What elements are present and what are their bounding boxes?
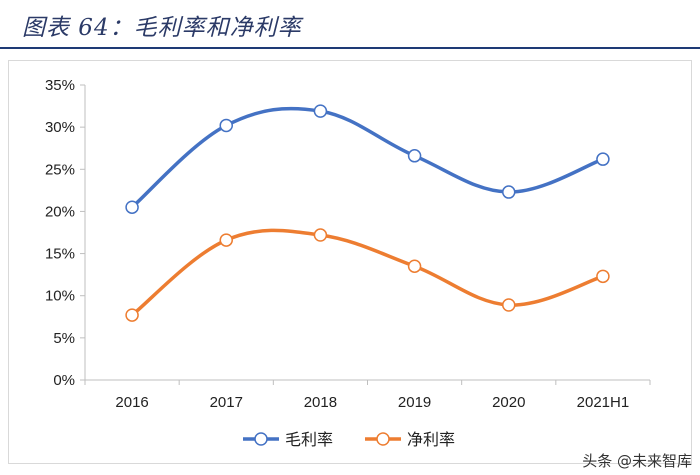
x-tick-label: 2018	[304, 394, 337, 411]
data-point-net-margin	[407, 259, 422, 273]
chart-title: 图表 64：毛利率和净利率	[22, 15, 302, 41]
data-point-net-margin	[596, 269, 610, 284]
x-tick-label: 2020	[492, 394, 525, 411]
data-point-gross-margin	[219, 118, 233, 133]
data-point-gross-margin	[596, 152, 610, 166]
y-tick-label: 10%	[45, 288, 75, 305]
watermark: 头条 @未来智库	[582, 452, 692, 470]
data-point-net-margin	[219, 233, 233, 247]
y-tick-label: 35%	[45, 77, 75, 94]
data-point-net-margin	[313, 228, 328, 242]
y-tick-label: 0%	[53, 372, 75, 389]
data-point-gross-margin	[313, 104, 328, 118]
series-line-net-margin	[130, 228, 605, 317]
x-tick-label: 2019	[398, 394, 431, 411]
legend-swatch-marker	[376, 432, 390, 446]
y-tick-label: 15%	[45, 246, 75, 263]
y-tick-label: 25%	[45, 161, 75, 178]
data-point-net-margin	[502, 298, 516, 312]
x-tick-label: 2021H1	[577, 394, 630, 411]
y-tick-label: 20%	[45, 203, 75, 220]
data-point-gross-margin	[125, 200, 139, 214]
data-point-net-margin	[125, 308, 139, 322]
x-tick-label: 2016	[115, 394, 148, 411]
legend-label: 毛利率	[285, 430, 333, 449]
x-tick-label: 2017	[210, 394, 243, 411]
y-tick-label: 5%	[53, 330, 75, 347]
legend-label: 净利率	[407, 430, 455, 449]
title-rule	[0, 47, 700, 49]
series-line-gross-margin	[130, 106, 605, 209]
y-tick-label: 30%	[45, 119, 75, 136]
data-point-gross-margin	[407, 149, 422, 163]
legend-swatch-marker	[254, 432, 268, 446]
chart-frame	[8, 60, 692, 464]
data-point-gross-margin	[502, 185, 516, 199]
